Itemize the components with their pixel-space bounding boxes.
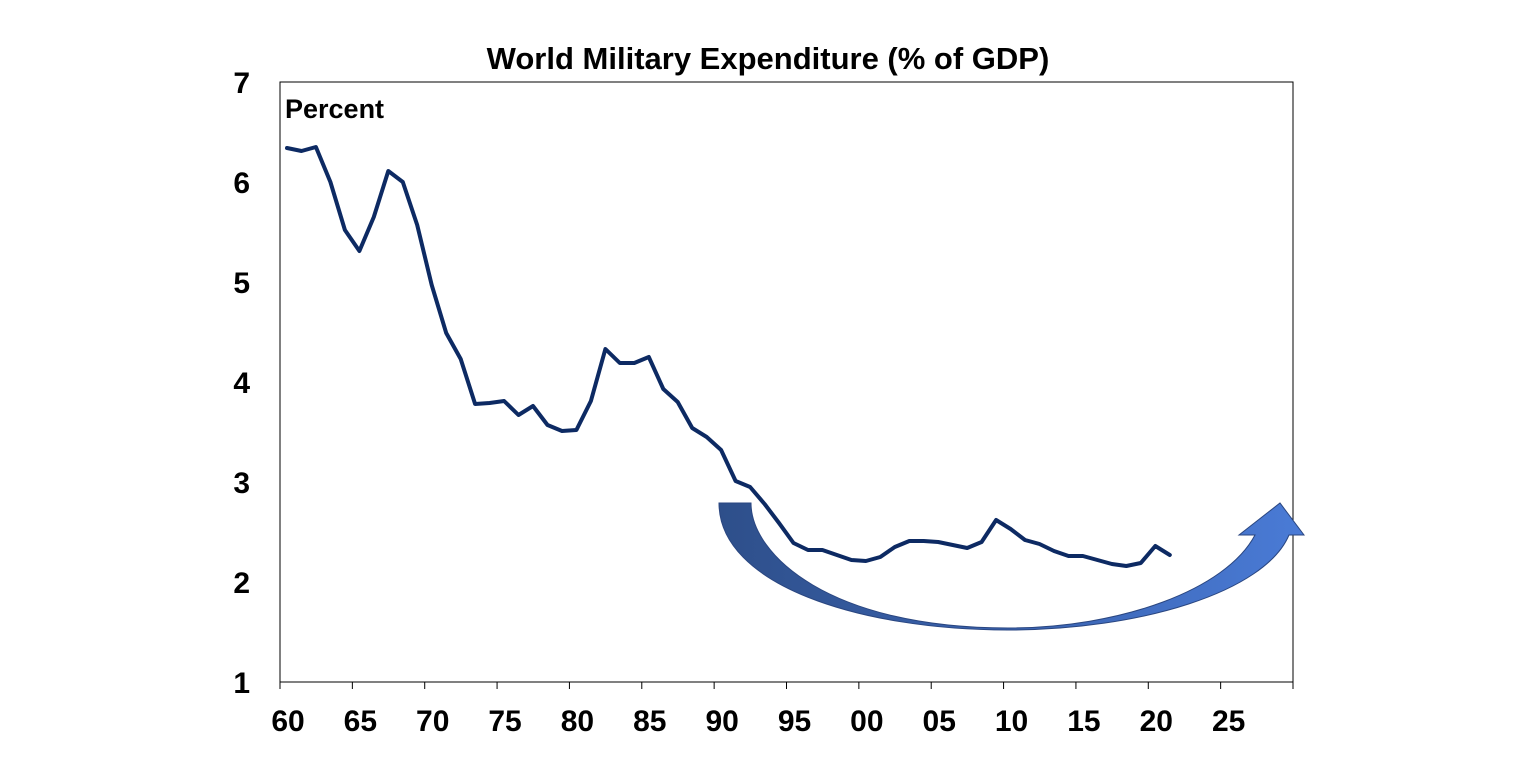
x-tick-label: 90 bbox=[705, 705, 738, 738]
y-tick-label: 4 bbox=[233, 367, 250, 400]
y-axis-label: Percent bbox=[285, 94, 384, 124]
u-turn-arrow bbox=[718, 502, 1305, 631]
x-tick-label: 70 bbox=[416, 705, 449, 738]
x-tick-label: 10 bbox=[995, 705, 1028, 738]
x-tick-label: 05 bbox=[923, 705, 956, 738]
x-tick-label: 95 bbox=[778, 705, 811, 738]
y-tick-label: 6 bbox=[233, 167, 250, 200]
x-tick-label: 15 bbox=[1067, 705, 1100, 738]
x-tick-label: 75 bbox=[488, 705, 521, 738]
y-tick-label: 3 bbox=[233, 467, 250, 500]
x-axis: 60 65 70 75 80 85 90 95 00 05 10 15 20 25 bbox=[271, 682, 1294, 738]
y-tick-label: 2 bbox=[233, 567, 250, 600]
series-layer bbox=[285, 145, 1172, 568]
y-tick-label: 7 bbox=[233, 67, 250, 100]
x-tick-label: 85 bbox=[633, 705, 666, 738]
x-tick-label: 00 bbox=[850, 705, 883, 738]
y-tick-label: 1 bbox=[233, 667, 250, 700]
chart-title: World Military Expenditure (% of GDP) bbox=[487, 41, 1050, 76]
series-line bbox=[285, 145, 1172, 568]
plot-area bbox=[279, 81, 1294, 683]
y-axis: 1 2 3 4 5 6 7 bbox=[233, 67, 250, 700]
x-tick-label: 80 bbox=[561, 705, 594, 738]
x-tick-label: 25 bbox=[1212, 705, 1245, 738]
x-tick-label: 65 bbox=[344, 705, 377, 738]
x-tick-label: 60 bbox=[271, 705, 304, 738]
x-tick-label: 20 bbox=[1140, 705, 1173, 738]
y-tick-label: 5 bbox=[233, 267, 250, 300]
